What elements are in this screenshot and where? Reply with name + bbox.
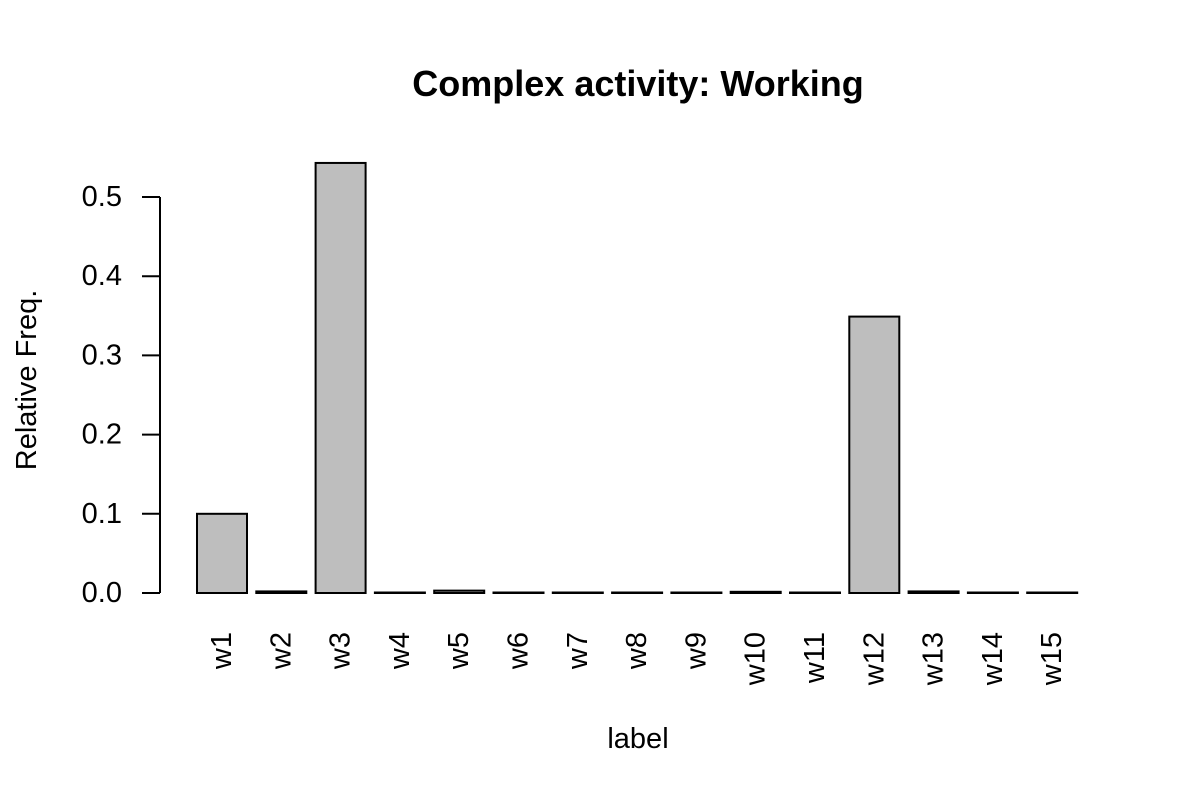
- bar-w6: [492, 591, 545, 594]
- bar-w2: [255, 590, 308, 595]
- bar-w3: [314, 161, 367, 594]
- x-tick-label-w10: w10: [740, 632, 772, 686]
- x-tick-label-w2: w2: [265, 632, 297, 670]
- y-tick-label: 0.5: [82, 181, 122, 213]
- bar-w11: [789, 591, 841, 594]
- bar-w10: [729, 590, 782, 595]
- x-tick-labels: w1 w2 w3 w4 w5 w6 w7 w8 w9 w10 w11 w12 w13 w14 w15: [206, 632, 1068, 686]
- chart-title: Complex activity: Working: [412, 63, 863, 104]
- bar-w7: [551, 591, 604, 594]
- x-tick-label-w6: w6: [503, 632, 535, 670]
- bar-w14: [966, 591, 1019, 594]
- x-tick-label-w8: w8: [621, 632, 653, 670]
- bar-w13: [907, 590, 960, 595]
- x-tick-label-w7: w7: [562, 632, 594, 670]
- y-tick-label: 0.2: [82, 419, 122, 451]
- x-tick-label-w3: w3: [325, 632, 357, 670]
- bar-w15: [1026, 591, 1079, 594]
- x-tick-label-w11: w11: [799, 632, 831, 684]
- y-axis-label: Relative Freq.: [11, 290, 43, 471]
- y-tick-label: 0.4: [82, 260, 122, 292]
- bar-w5: [433, 589, 486, 595]
- bar-w9: [670, 591, 723, 594]
- x-tick-label-w1: w1: [206, 632, 238, 670]
- bar-w12: [848, 315, 901, 594]
- y-axis: 0.0 0.1 0.2 0.3 0.4 0.5: [82, 181, 161, 609]
- x-tick-label-w14: w14: [977, 632, 1009, 686]
- y-tick-label: 0.0: [82, 577, 122, 609]
- x-tick-label-w12: w12: [858, 632, 890, 686]
- x-tick-label-w15: w15: [1036, 632, 1068, 686]
- x-tick-label-w5: w5: [443, 632, 475, 670]
- bar-w8: [611, 591, 664, 594]
- y-tick-label: 0.1: [82, 498, 122, 530]
- y-tick-label: 0.3: [82, 339, 122, 371]
- bar-w4: [373, 591, 426, 594]
- x-tick-label-w4: w4: [384, 632, 416, 670]
- x-tick-label-w9: w9: [680, 632, 712, 670]
- bars: [196, 161, 1079, 595]
- x-axis-label: label: [607, 723, 668, 755]
- x-tick-label-w13: w13: [918, 632, 950, 686]
- bar-w1: [196, 512, 248, 594]
